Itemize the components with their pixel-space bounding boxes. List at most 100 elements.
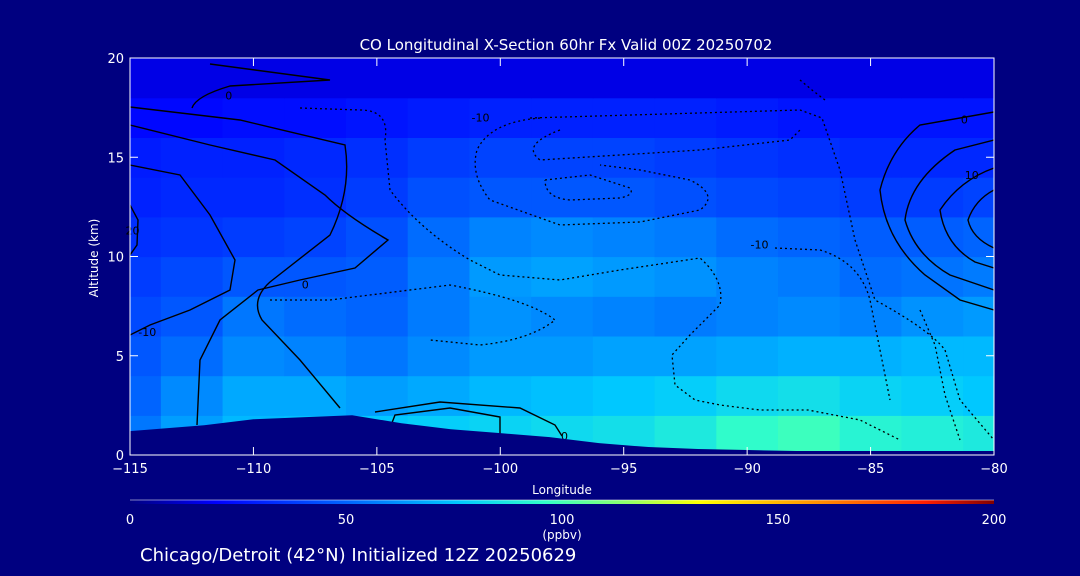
field-cell	[160, 296, 224, 337]
contour-line-dotted	[299, 107, 901, 441]
x-tick-label: −110	[236, 462, 272, 477]
contour-line-dotted	[270, 284, 557, 346]
x-axis-label: Longitude	[532, 483, 592, 497]
field-cell	[284, 375, 347, 416]
contour-line-solid	[939, 167, 994, 269]
field-cell	[160, 375, 224, 416]
field-cell	[130, 177, 162, 218]
contour-line-dotted	[529, 109, 994, 441]
field-cell	[130, 256, 162, 297]
field-cell	[839, 296, 903, 337]
y-tick-label: 10	[107, 251, 124, 266]
field-cell	[901, 296, 964, 337]
field-cell	[407, 335, 471, 377]
field-cell	[469, 137, 532, 178]
contour-label: 0	[302, 278, 309, 291]
field-cell	[130, 216, 162, 258]
field-cell	[592, 335, 656, 377]
colorbar-ticks: 0 50 100 150 200	[126, 513, 1007, 528]
field-cell	[160, 177, 224, 218]
field-cell	[531, 296, 594, 337]
x-tick-label: −105	[359, 462, 395, 477]
field-cell	[469, 97, 532, 138]
contour-line-dotted	[774, 247, 891, 401]
field-cell	[346, 177, 409, 218]
field-cell	[654, 137, 717, 178]
y-tick-label: 5	[116, 350, 124, 365]
contour-line-dotted	[799, 79, 826, 101]
field-cell	[839, 137, 903, 178]
field-cell	[654, 335, 717, 377]
field-cell	[160, 97, 224, 138]
field-cell	[716, 137, 779, 178]
colorbar-tick-label: 150	[766, 513, 791, 528]
location-init-text: Chicago/Detroit (42°N) Initialized 12Z 2…	[140, 545, 576, 566]
field-cell	[592, 97, 656, 138]
field-cell	[531, 375, 594, 416]
contour-label: 20	[125, 225, 139, 238]
field-cell	[469, 296, 532, 337]
field-cell	[407, 58, 471, 99]
field-cell	[407, 216, 471, 258]
field-cell	[901, 97, 964, 138]
colorbar-tick-label: 0	[126, 513, 134, 528]
colorbar-units: (ppbv)	[542, 528, 581, 542]
field-cell	[654, 216, 717, 258]
field-cell	[222, 375, 285, 416]
contour-line-solid	[130, 124, 390, 426]
field-cell	[839, 97, 903, 138]
contour-label: 0	[961, 114, 968, 127]
field-cell	[778, 216, 841, 258]
contour-line-solid	[967, 189, 994, 249]
x-tick-label: −95	[610, 462, 637, 477]
x-tick-label: −80	[980, 462, 1007, 477]
field-cell	[531, 177, 594, 218]
contour-line-solid	[130, 204, 139, 256]
contour-lines	[130, 63, 994, 441]
field-cell	[284, 335, 347, 377]
field-cell	[222, 97, 285, 138]
terrain-mask	[130, 415, 994, 455]
field-cell	[839, 375, 903, 416]
field-cell	[901, 58, 964, 99]
y-tick-label: 20	[107, 52, 124, 67]
field-cell	[346, 296, 409, 337]
field-cell	[654, 256, 717, 297]
field-cell	[222, 296, 285, 337]
field-cell	[716, 335, 779, 377]
field-cell	[901, 216, 964, 258]
colorbar	[130, 500, 994, 504]
field-cell	[284, 296, 347, 337]
field-cell	[346, 216, 409, 258]
field-cell	[592, 296, 656, 337]
co-concentration-field	[130, 58, 994, 455]
field-cell	[778, 256, 841, 297]
contour-line-solid	[904, 139, 994, 291]
colorbar-tick-label: 100	[550, 513, 575, 528]
field-cell	[222, 216, 285, 258]
field-cell	[130, 296, 162, 337]
field-cell	[716, 216, 779, 258]
field-cell	[130, 58, 162, 99]
contour-labels: 0 -10 0 10 20 -10 0 -10 0	[125, 90, 978, 443]
x-tick-label: −90	[733, 462, 760, 477]
field-cell	[469, 177, 532, 218]
field-cell	[222, 335, 285, 377]
contour-line-dotted	[532, 129, 801, 161]
field-cell	[407, 97, 471, 138]
field-cell	[531, 256, 594, 297]
field-cell	[531, 58, 594, 99]
field-cell	[284, 97, 347, 138]
field-cell	[901, 375, 964, 416]
field-cell	[901, 335, 964, 377]
contour-line-dotted	[474, 117, 709, 226]
field-cell	[778, 296, 841, 337]
contour-label: -10	[751, 239, 769, 252]
field-cell	[654, 375, 717, 416]
x-tick-label: −85	[857, 462, 884, 477]
field-cell	[963, 177, 994, 218]
field-cell	[346, 97, 409, 138]
field-cell	[160, 137, 224, 178]
field-cell	[346, 375, 409, 416]
